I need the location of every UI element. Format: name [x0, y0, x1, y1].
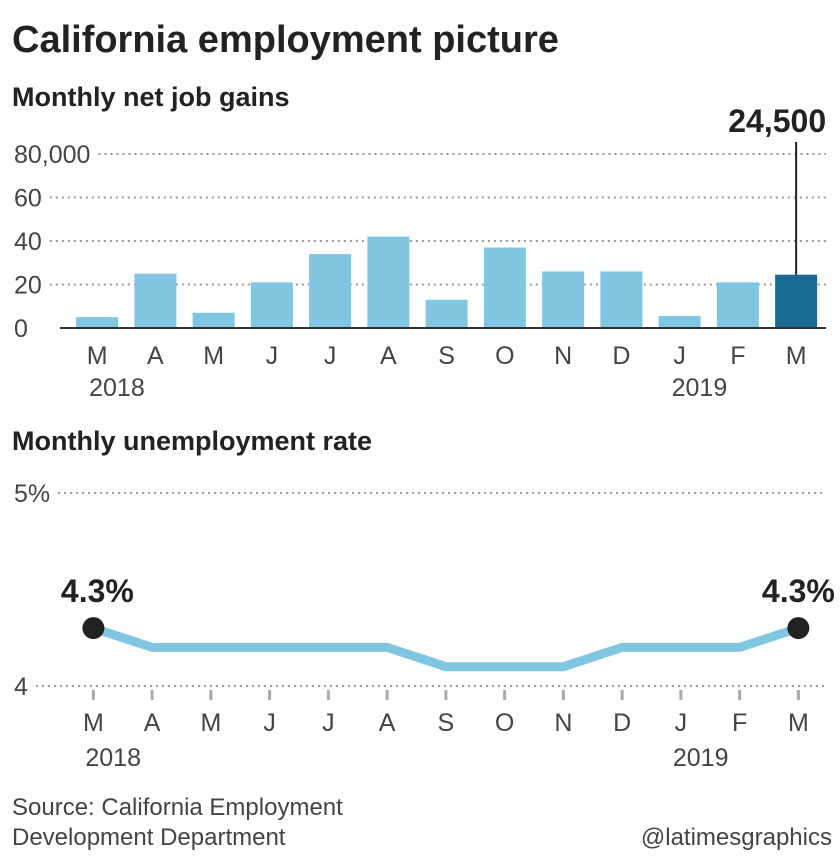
- bar: [76, 317, 119, 328]
- value-label: 4.3%: [762, 573, 835, 609]
- bar: [600, 271, 643, 328]
- chart-title: Monthly unemployment rate: [12, 426, 372, 456]
- line: [91, 623, 800, 672]
- bar: [309, 254, 352, 328]
- x-tick-label: J: [322, 709, 335, 737]
- x-tick-label: S: [438, 709, 455, 737]
- year-label: 2019: [673, 744, 729, 772]
- x-tick-label: J: [324, 342, 337, 370]
- bar: [483, 247, 526, 328]
- x-tick-label: D: [613, 709, 631, 737]
- end-dot: [787, 617, 810, 640]
- x-tick-label: N: [554, 342, 572, 370]
- x-tick-label: O: [495, 342, 514, 370]
- chart-title: Monthly net job gains: [12, 82, 290, 112]
- bar: [425, 299, 468, 328]
- x-tick-label: J: [266, 342, 279, 370]
- x-tick-label: D: [612, 342, 630, 370]
- y-tick-label: 60: [14, 185, 42, 213]
- x-tick-label: A: [147, 342, 164, 370]
- bar: [542, 271, 585, 328]
- x-tick-label: M: [83, 709, 104, 737]
- x-tick-label: M: [87, 342, 108, 370]
- credit: @latimesgraphics: [641, 824, 832, 851]
- x-tick-label: J: [675, 709, 688, 737]
- year-label: 2018: [85, 744, 141, 772]
- bar: [716, 282, 759, 328]
- x-tick-label: A: [379, 709, 396, 737]
- x-tick-label: A: [144, 709, 161, 737]
- bar: [192, 312, 235, 328]
- end-dot: [82, 617, 105, 640]
- bar: [250, 282, 293, 328]
- y-tick-label: 20: [14, 272, 42, 300]
- bar: [658, 316, 701, 328]
- x-tick-label: N: [554, 709, 572, 737]
- value-label: 4.3%: [61, 573, 134, 609]
- bar: [367, 236, 410, 328]
- year-label: 2018: [89, 374, 145, 402]
- y-tick-label: 5%: [14, 480, 50, 508]
- x-tick-label: S: [438, 342, 455, 370]
- source: Development Department: [12, 824, 286, 851]
- x-tick-label: M: [788, 709, 809, 737]
- x-tick-label: M: [786, 342, 807, 370]
- value-label: 24,500: [728, 103, 826, 139]
- x-tick-label: F: [732, 709, 747, 737]
- x-tick-label: J: [673, 342, 686, 370]
- x-tick-label: A: [380, 342, 397, 370]
- x-tick-label: F: [730, 342, 745, 370]
- y-tick-label: 80,000: [14, 141, 90, 169]
- y-tick-label: 40: [14, 228, 42, 256]
- x-tick-label: J: [263, 709, 276, 737]
- x-tick-label: M: [200, 709, 221, 737]
- title: California employment picture: [12, 19, 559, 61]
- x-tick-label: O: [495, 709, 514, 737]
- year-label: 2019: [672, 374, 728, 402]
- y-tick-label: 4: [14, 673, 28, 701]
- source: Source: California Employment: [12, 794, 343, 821]
- bar: [134, 273, 177, 328]
- x-tick-label: M: [203, 342, 224, 370]
- bar: [775, 274, 818, 328]
- y-tick-label: 0: [14, 315, 28, 343]
